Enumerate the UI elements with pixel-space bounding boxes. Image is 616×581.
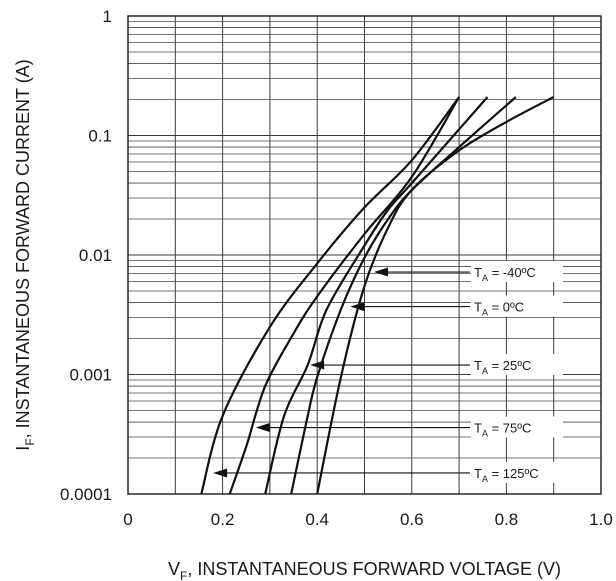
annotation-label-background (471, 295, 563, 317)
series-line (290, 96, 517, 495)
y-tick-label: 0.0001 (60, 485, 112, 504)
x-axis-label: VF, INSTANTANEOUS FORWARD VOLTAGE (V) (168, 559, 561, 581)
annotation-label-background (471, 261, 563, 283)
series-line (264, 96, 489, 495)
annotation-arrowhead (373, 267, 388, 277)
x-axis-label-prefix: V (168, 559, 180, 579)
x-tick-label: 1.0 (589, 510, 613, 529)
x-tick-label: 0.6 (400, 510, 424, 529)
y-axis-label-subscript: F (23, 438, 37, 445)
series-line (200, 96, 460, 495)
annotation-label-background (471, 416, 563, 438)
annotation-arrowhead (255, 423, 270, 433)
y-axis-label-prefix: I (13, 446, 33, 451)
x-axis-label-text: , INSTANTANEOUS FORWARD VOLTAGE (V) (187, 559, 561, 579)
x-tick-label: 0.8 (495, 510, 519, 529)
y-axis-label: IF, INSTANTANEOUS FORWARD CURRENT (A) (13, 59, 37, 450)
y-tick-label: 0.01 (79, 246, 112, 265)
x-axis-label-subscript: F (180, 569, 187, 581)
series-line (228, 96, 461, 495)
annotation-arrowhead (350, 302, 365, 312)
series-label: TA = 25ºC (474, 358, 531, 376)
y-tick-label: 1 (103, 7, 112, 26)
annotations: TA = -40ºC TA = 0ºC TA = 25ºC TA = 75ºC TA =… (213, 261, 563, 484)
tick-labels: 0 0.2 0.4 0.6 0.8 1.0 0.0001 0.001 0.01 0.1 1 (60, 7, 613, 529)
series-label: TA = 125ºC (474, 466, 539, 484)
y-tick-label: 0.001 (69, 366, 112, 385)
annotation-label-background (471, 461, 563, 483)
y-tick-label: 0.1 (88, 127, 112, 146)
x-tick-label: 0 (123, 510, 132, 529)
series-label: TA = 75ºC (474, 421, 531, 439)
annotation-arrowhead (310, 360, 325, 370)
annotation-arrowhead (213, 468, 228, 478)
series-label: TA = 0ºC (474, 300, 524, 318)
annotation-label-background (471, 354, 563, 376)
curves (200, 96, 555, 495)
y-axis-label-text: , INSTANTANEOUS FORWARD CURRENT (A) (13, 59, 33, 438)
x-tick-label: 0.2 (211, 510, 235, 529)
plot-frame (127, 15, 602, 495)
series-line (316, 96, 555, 495)
series-label: TA = -40ºC (474, 265, 536, 283)
x-tick-label: 0.4 (305, 510, 329, 529)
